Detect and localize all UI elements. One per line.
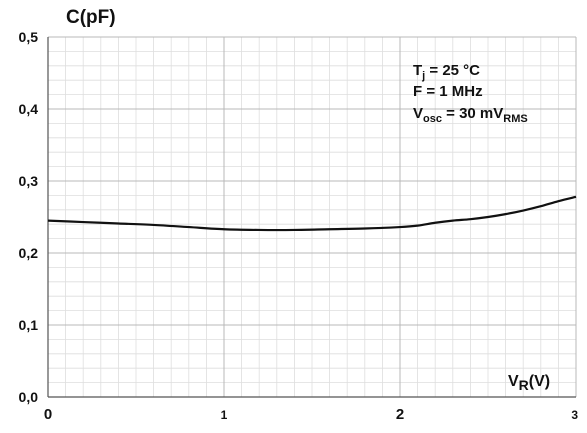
y-tick-label: 0,5 [19,29,39,45]
x-tick-label: 1 [221,408,228,422]
annotation-line: Tj = 25 °C [413,62,480,82]
annotation-line: F = 1 MHz [413,83,483,100]
y-tick-label: 0,3 [19,173,39,189]
annotation-box: Tj = 25 °CF = 1 MHz Vosc = 30 mVRMS [413,62,528,125]
y-tick-label: 0,1 [19,317,39,333]
plot-frame [47,37,576,398]
axis-labels: C(pF) VR(V) [66,7,550,393]
x-tick-label: 0 [44,406,52,423]
y-tick-labels: 0,0 0,1 0,2 0,3 0,4 0,5 [19,29,39,405]
y-tick-label: 0,4 [19,101,39,117]
grid-minor [48,37,576,397]
y-tick-label: 0,2 [19,245,39,261]
x-tick-label: 2 [396,406,404,423]
annotation-line: Vosc = 30 mVRMS [413,105,528,125]
y-tick-label: 0,0 [19,389,39,405]
x-axis-title: VR(V) [508,373,550,393]
x-tick-labels: 0 1 2 3 [44,406,578,423]
series-line [47,195,577,232]
x-tick-label: 3 [571,408,578,422]
y-axis-title: C(pF) [66,7,116,28]
series-layer [47,195,577,232]
